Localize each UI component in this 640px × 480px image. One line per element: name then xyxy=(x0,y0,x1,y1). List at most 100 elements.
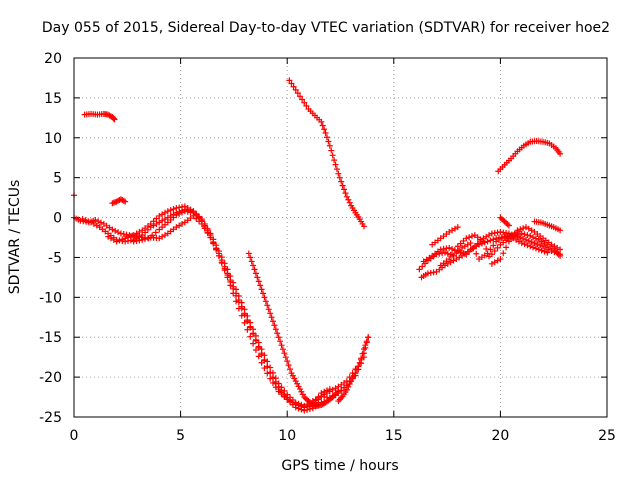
data-point xyxy=(490,242,497,249)
y-tick-label: 5 xyxy=(53,171,62,187)
data-point xyxy=(142,236,149,243)
data-point xyxy=(282,354,289,361)
data-point xyxy=(198,220,205,227)
series-track-p xyxy=(488,228,521,258)
data-point xyxy=(460,237,467,244)
data-point xyxy=(544,249,551,256)
data-point xyxy=(491,248,498,255)
data-point xyxy=(332,161,339,168)
data-point xyxy=(538,247,545,254)
data-point xyxy=(264,363,271,370)
data-point xyxy=(292,401,299,408)
data-point xyxy=(466,234,473,241)
data-point xyxy=(251,266,258,273)
plot-frame xyxy=(73,57,608,418)
data-point xyxy=(359,350,366,357)
data-point xyxy=(323,387,330,394)
data-point xyxy=(269,374,276,381)
data-point xyxy=(85,218,92,225)
data-point xyxy=(264,370,271,377)
data-point xyxy=(258,351,265,358)
data-point xyxy=(303,102,310,109)
data-point xyxy=(244,318,251,325)
data-point xyxy=(356,359,363,366)
data-point xyxy=(514,228,521,235)
data-point xyxy=(454,224,461,231)
data-point xyxy=(419,263,426,270)
chart-title: Day 055 of 2015, Sidereal Day-to-day VTE… xyxy=(42,20,610,36)
data-point xyxy=(457,240,464,247)
data-point xyxy=(336,174,343,181)
data-point xyxy=(238,312,245,319)
series-track-g xyxy=(81,110,118,123)
data-point xyxy=(346,374,353,381)
data-point xyxy=(333,166,340,173)
data-point xyxy=(213,246,220,253)
data-point xyxy=(119,236,126,243)
data-point xyxy=(281,350,288,357)
data-point xyxy=(554,250,561,257)
data-point xyxy=(534,241,541,248)
data-point xyxy=(215,252,222,259)
data-point xyxy=(247,324,254,331)
data-point xyxy=(252,337,259,344)
data-point xyxy=(255,278,262,285)
data-point xyxy=(525,237,532,244)
series-track-r xyxy=(531,218,564,234)
x-tick-label: 25 xyxy=(598,428,616,444)
data-point xyxy=(244,312,251,319)
grid xyxy=(74,58,607,417)
y-tick-label: 0 xyxy=(53,211,62,227)
data-point xyxy=(227,278,234,285)
data-point xyxy=(548,248,555,255)
data-point xyxy=(463,235,470,242)
data-point xyxy=(353,366,360,373)
data-point xyxy=(557,227,564,234)
data-point xyxy=(288,80,295,87)
series-track-m xyxy=(416,233,551,273)
data-point xyxy=(301,404,308,411)
y-tick-label: -15 xyxy=(39,330,62,346)
data-point xyxy=(170,206,177,213)
data-point xyxy=(298,403,305,410)
data-point xyxy=(480,238,487,245)
data-point xyxy=(329,152,336,159)
data-point xyxy=(167,207,174,214)
data-point xyxy=(210,240,217,247)
data-point xyxy=(261,294,268,301)
data-point xyxy=(446,256,453,263)
x-tick-label: 0 xyxy=(70,428,79,444)
data-point xyxy=(262,298,269,305)
data-point xyxy=(517,226,524,233)
data-point xyxy=(520,225,527,232)
data-point xyxy=(299,96,306,103)
data-point xyxy=(279,346,286,353)
data-point xyxy=(113,238,120,245)
data-point xyxy=(451,247,458,254)
data-point xyxy=(254,274,261,281)
data-point xyxy=(304,403,311,410)
data-point xyxy=(527,232,534,239)
data-point xyxy=(315,393,322,400)
data-point xyxy=(144,235,151,242)
data-point xyxy=(441,249,448,256)
data-point xyxy=(247,254,254,261)
data-point xyxy=(230,285,237,292)
data-point xyxy=(296,93,303,100)
data-point xyxy=(250,262,257,269)
x-tick-labels: 0 5 10 15 20 25 xyxy=(70,428,616,444)
data-point xyxy=(467,240,474,247)
data-point xyxy=(267,369,274,376)
data-point xyxy=(474,240,481,247)
data-point xyxy=(245,250,252,257)
x-tick-label: 15 xyxy=(385,428,403,444)
data-point xyxy=(524,242,531,249)
data-point xyxy=(147,220,154,227)
series-track-d xyxy=(130,212,333,411)
series-track-f xyxy=(335,334,372,405)
data-point xyxy=(241,311,248,318)
data-point xyxy=(247,333,254,340)
data-point xyxy=(444,250,451,257)
data-point xyxy=(535,246,542,253)
data-point xyxy=(233,298,240,305)
